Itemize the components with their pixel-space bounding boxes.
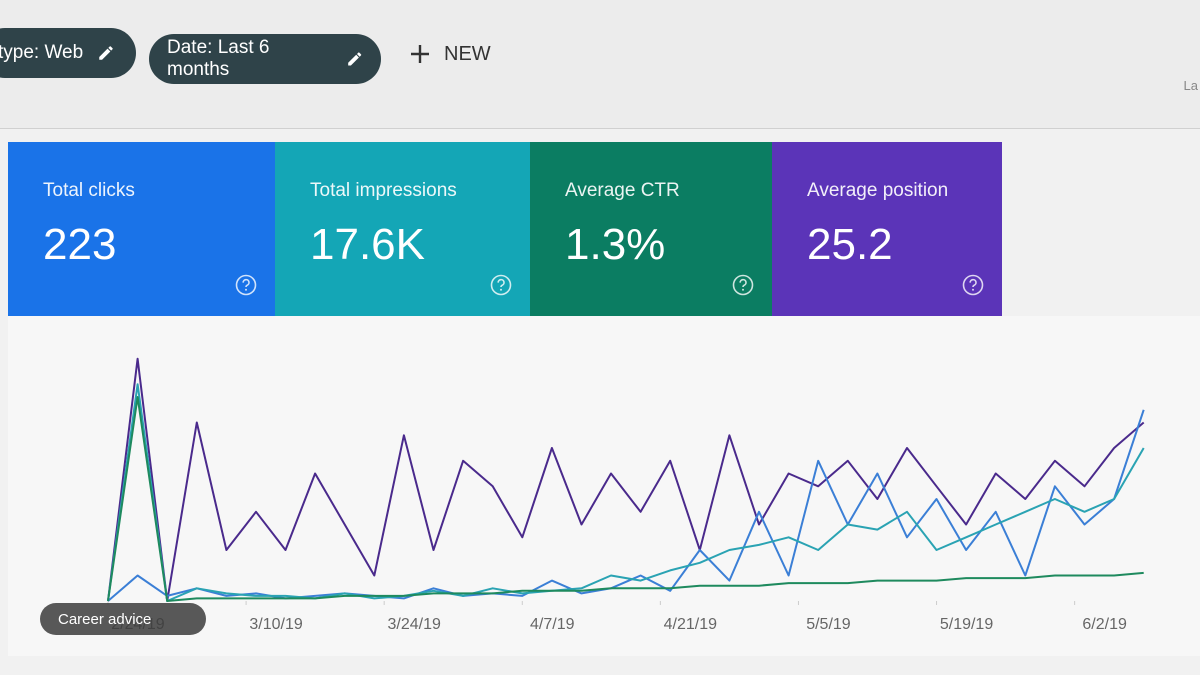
series-line <box>107 383 1145 602</box>
series-line <box>107 357 1145 602</box>
filter-chip[interactable]: type: Web <box>0 28 136 78</box>
metric-label: Average CTR <box>565 180 680 201</box>
filter-bar: type: Web Date: Last 6 months NEW La <box>0 0 1200 129</box>
filter-chip[interactable]: Date: Last 6 months <box>149 34 381 84</box>
x-tick-label: 4/7/19 <box>530 616 575 633</box>
metric-cards: Total clicks 223 Total impressions 17.6K Ave… <box>8 142 1002 316</box>
filter-label: Date: Last 6 months <box>167 37 270 80</box>
new-label: NEW <box>444 42 491 65</box>
x-tick-label: 4/21/19 <box>664 616 717 633</box>
help-icon[interactable] <box>235 274 257 296</box>
plus-icon <box>411 45 429 63</box>
metric-label: Average position <box>807 180 949 201</box>
chart-area: 2/24/193/10/193/24/194/7/194/21/195/5/19… <box>8 316 1200 656</box>
metric-card[interactable]: Average CTR 1.3% <box>530 142 772 316</box>
metric-value: 25.2 <box>807 220 893 269</box>
metric-card[interactable]: Total clicks 223 <box>8 142 275 316</box>
x-tick-label: 5/5/19 <box>806 616 851 633</box>
edit-icon <box>99 46 113 60</box>
help-icon[interactable] <box>962 274 984 296</box>
cut-text: La <box>1183 78 1198 93</box>
metric-value: 17.6K <box>310 220 425 269</box>
metric-label: Total impressions <box>310 180 457 201</box>
series-line <box>107 396 1144 602</box>
x-tick-label: 6/2/19 <box>1082 616 1127 633</box>
help-icon[interactable] <box>490 274 512 296</box>
tag[interactable]: Career advice <box>40 603 206 635</box>
edit-icon <box>347 52 361 66</box>
filter-label: type: Web <box>0 42 84 63</box>
new-button[interactable]: NEW <box>408 42 491 66</box>
metric-value: 1.3% <box>565 220 666 269</box>
help-icon[interactable] <box>732 274 754 296</box>
x-tick-label: 3/10/19 <box>249 616 302 633</box>
metric-label: Total clicks <box>43 180 135 201</box>
metric-card[interactable]: Total impressions 17.6K <box>275 142 530 316</box>
metric-value: 223 <box>43 220 117 269</box>
metric-card[interactable]: Average position 25.2 <box>772 142 1002 316</box>
x-tick-label: 5/19/19 <box>940 616 993 633</box>
series-line <box>107 409 1145 602</box>
x-tick-label: 3/24/19 <box>387 616 440 633</box>
